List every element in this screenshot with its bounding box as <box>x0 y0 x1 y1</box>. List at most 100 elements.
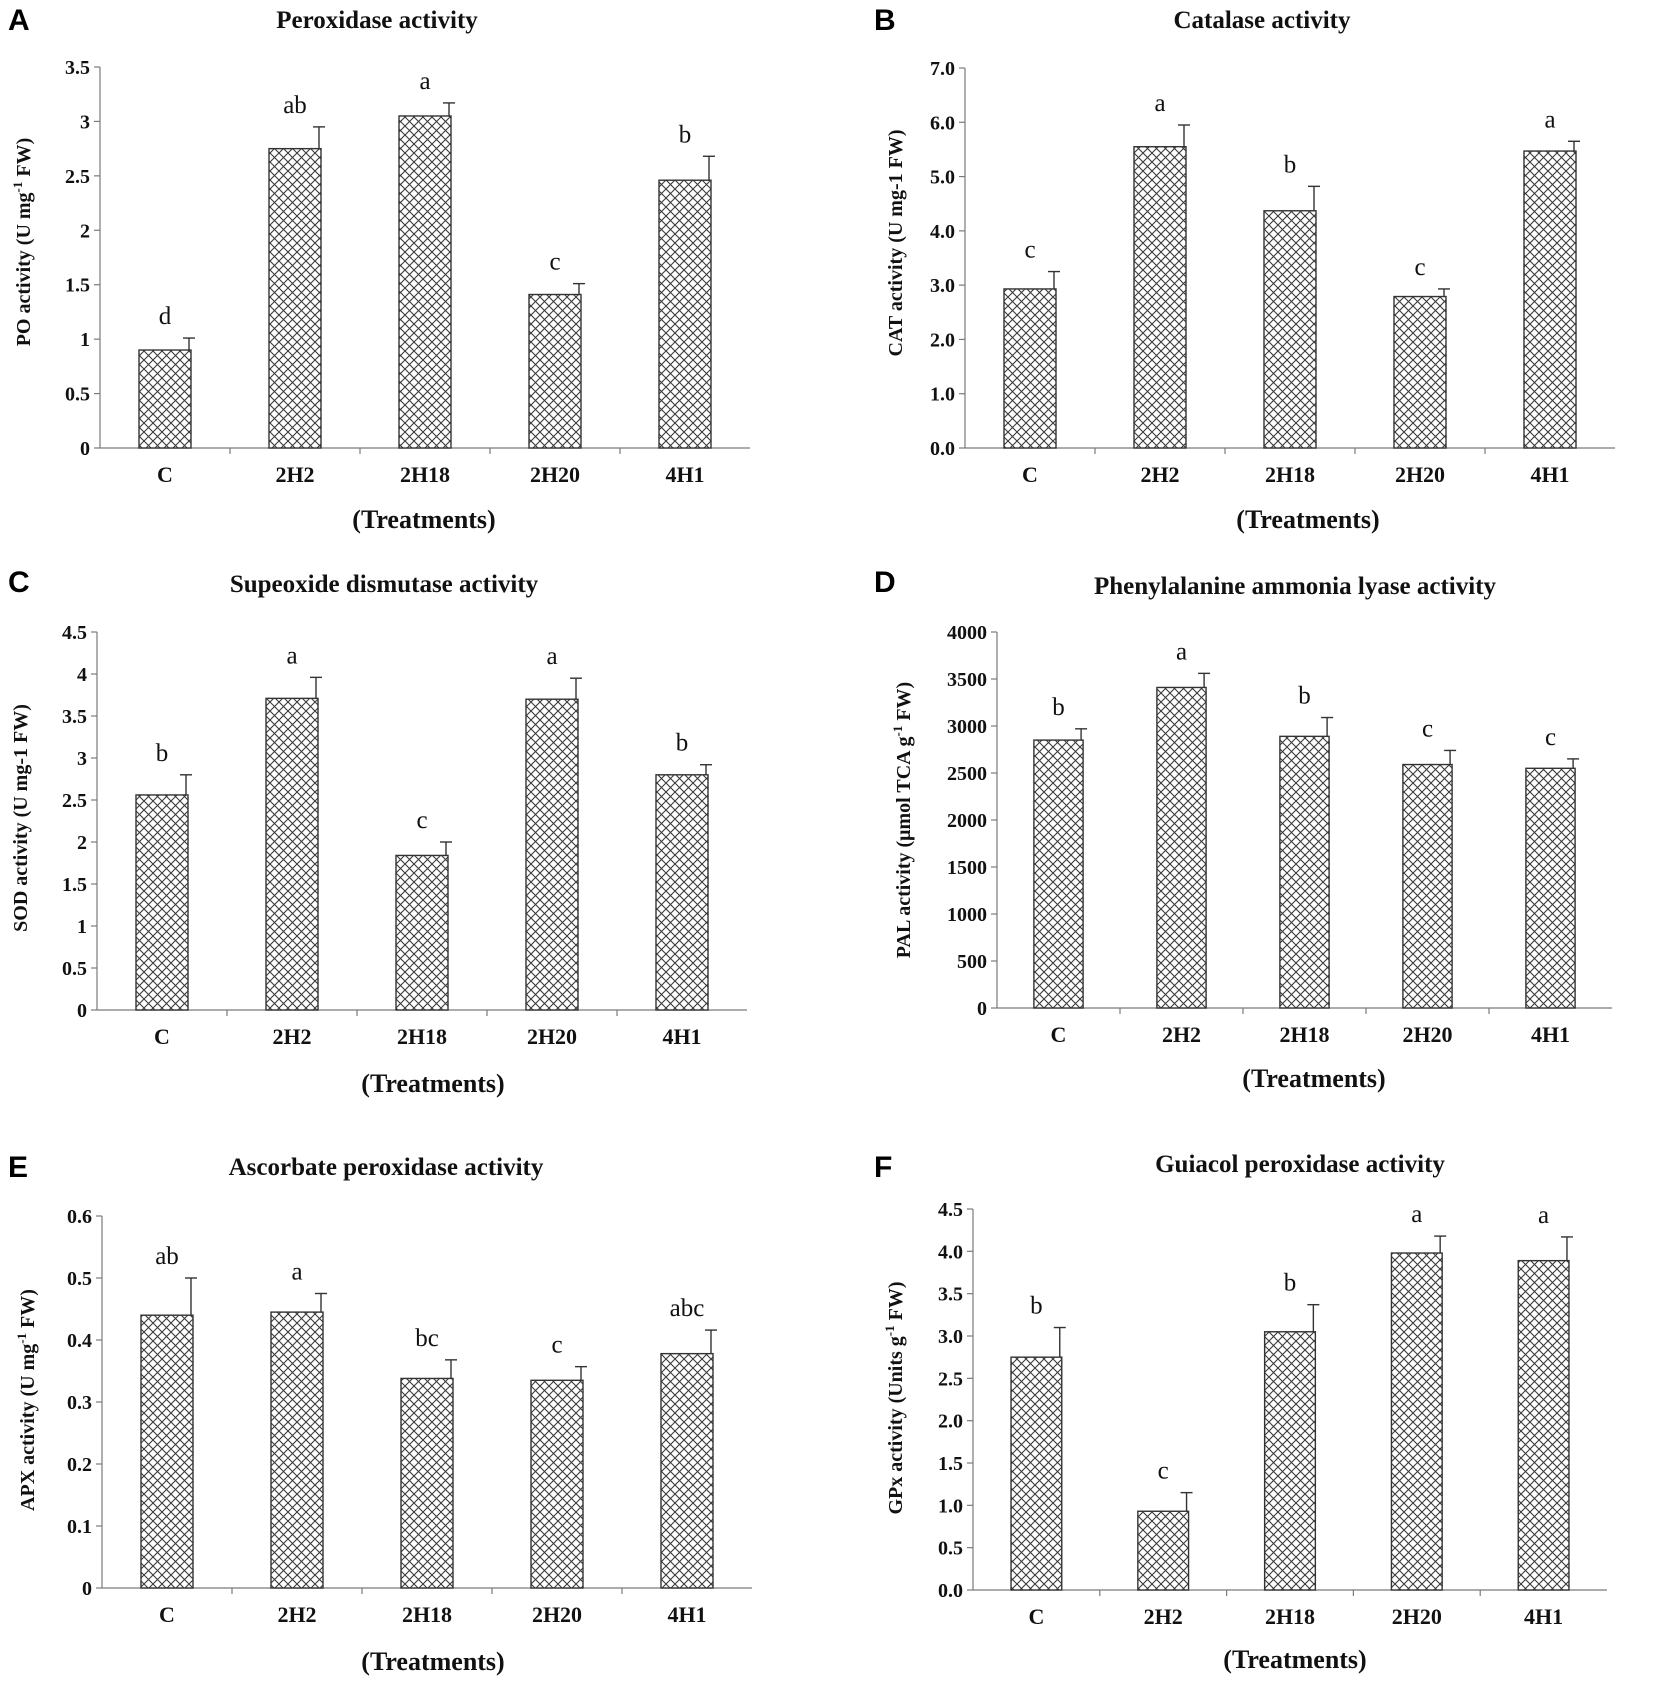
panel-f-x-tick-label: 2H2 <box>1144 1604 1183 1629</box>
panel-e-y-tick-label: 0.1 <box>67 1516 92 1538</box>
panel-a-y-tick-label: 3 <box>80 111 90 133</box>
panel-b-x-tick-label: 2H20 <box>1395 462 1445 487</box>
panel-b-bar-2h18 <box>1263 210 1317 449</box>
panel-e-y-tick-label: 0.5 <box>67 1268 92 1290</box>
panel-f-y-tick-label: 1.5 <box>938 1453 963 1475</box>
panel-c-x-tick-label: C <box>154 1024 170 1049</box>
panel-b-x-tick-label: C <box>1022 462 1038 487</box>
panel-e-significance-letter: a <box>291 1259 302 1286</box>
panel-c-y-tick-label: 3.5 <box>62 706 87 728</box>
panel-e-letter: E <box>8 1151 28 1184</box>
panel-d-y-tick-label: 2500 <box>947 763 987 785</box>
panel-f-bar-c <box>1010 1356 1063 1591</box>
panel-e-title: Ascorbate peroxidase activity <box>229 1154 544 1181</box>
panel-e-x-tick-label: 4H1 <box>667 1602 706 1627</box>
panel-f-y-tick-label: 4.0 <box>938 1241 963 1263</box>
panel-a-y-axis-title: PO activity (U mg-1 FW) <box>10 138 35 347</box>
panel-c-bar-2h2 <box>265 697 319 1011</box>
panel-a-x-axis-title: (Treatments) <box>352 505 495 534</box>
panel-e-x-tick-label: 2H2 <box>277 1602 316 1627</box>
panel-f-ylabel-prefix: GPx activity (Units g <box>885 1336 907 1514</box>
panel-e-x-tick-label: 2H18 <box>402 1602 452 1627</box>
panel-b-y-tick-label: 3.0 <box>930 275 955 297</box>
panel-d-ylabel-suffix: FW) <box>893 682 915 726</box>
panel-b-ylabel-prefix: CAT activity (U mg-1 FW) <box>885 130 907 357</box>
panel-d-plot: 0 500 1000 1500 2000 2500 3000 3500 4000 b Ca 2H2 b 2… <box>947 622 1612 1047</box>
panel-e-bar-4h1 <box>660 1352 714 1589</box>
panel-b-bar-2h2 <box>1133 146 1187 449</box>
panel-f-x-axis-title: (Treatments) <box>1223 1645 1366 1674</box>
panel-d-x-tick-label: 4H1 <box>1531 1022 1570 1047</box>
panel-e-significance-letter: ab <box>155 1243 179 1270</box>
panel-e-ylabel-suffix: FW) <box>17 1289 39 1333</box>
panel-d: D Phenylalanine ammonia lyase activity P… <box>874 566 1612 1093</box>
panel-f-significance-letter: a <box>1538 1202 1549 1229</box>
panel-a-bar-2h18 <box>398 115 452 449</box>
panel-c-y-axis-title: SOD activity (U mg-1 FW) <box>10 704 32 932</box>
panel-c-significance-letter: b <box>676 730 689 757</box>
panel-a-x-tick-label: 2H2 <box>275 462 314 487</box>
panel-b-y-axis-title: CAT activity (U mg-1 FW) <box>885 130 907 357</box>
panel-a-y-tick-label: 0 <box>80 438 90 460</box>
panel-e-ylabel-prefix: APX activity (U mg <box>17 1344 39 1511</box>
panel-a-plot: 0 0.5 1 1.5 2 2.5 3 3.5 d Cab 2H2 a 2H18 c 2H20 b 4H1 <box>65 57 750 487</box>
panel-a-ylabel-sup: -1 <box>10 182 25 193</box>
panel-c-significance-letter: b <box>156 740 169 767</box>
panel-f-bar-2h18 <box>1263 1331 1317 1591</box>
panel-f-y-tick-label: 2.0 <box>938 1411 963 1433</box>
panel-f-bar-4h1 <box>1517 1259 1570 1591</box>
panel-a-letter: A <box>8 4 30 37</box>
panel-d-x-tick-label: C <box>1051 1022 1067 1047</box>
panel-c-x-tick-label: 2H20 <box>527 1024 577 1049</box>
panel-b-significance-letter: a <box>1544 106 1555 133</box>
panel-d-x-tick-label: 2H2 <box>1162 1022 1201 1047</box>
panel-d-y-tick-label: 2000 <box>947 810 987 832</box>
panel-c-y-tick-label: 0 <box>77 1000 87 1022</box>
panel-f-y-tick-label: 3.5 <box>938 1284 963 1306</box>
panel-f-ylabel-suffix: FW) <box>885 1281 907 1325</box>
panel-e-bar-2h20 <box>530 1379 584 1589</box>
panel-e-y-tick-label: 0.4 <box>67 1330 92 1352</box>
panel-b-bar-4h1 <box>1523 150 1577 449</box>
panel-d-x-tick-label: 2H18 <box>1279 1022 1329 1047</box>
panel-e-bar-2h18 <box>400 1377 454 1589</box>
panel-e: E Ascorbate peroxidase activity APX acti… <box>8 1151 752 1676</box>
panel-f-x-tick-label: C <box>1028 1604 1044 1629</box>
panel-e-plot: 0 0.1 0.2 0.3 0.4 0.5 0.6 ab Ca 2H2 bc 2H18 c 2H20 abc… <box>67 1206 752 1627</box>
panel-b-x-axis-title: (Treatments) <box>1236 505 1379 534</box>
panel-b-y-tick-label: 2.0 <box>930 329 955 351</box>
panel-c: C Supeoxide dismutase activity SOD activ… <box>8 566 747 1098</box>
panel-b-x-tick-label: 4H1 <box>1530 462 1569 487</box>
panel-c-bar-4h1 <box>655 774 709 1011</box>
panel-f-ylabel-sup: -1 <box>882 1325 897 1336</box>
panel-c-title: Supeoxide dismutase activity <box>230 571 539 598</box>
panel-a-significance-letter: c <box>549 249 560 276</box>
panel-a-bar-c <box>138 349 192 449</box>
panel-b-significance-letter: b <box>1284 151 1297 178</box>
panel-d-y-tick-label: 500 <box>957 951 987 973</box>
panel-f-x-tick-label: 2H20 <box>1392 1604 1442 1629</box>
panel-d-significance-letter: c <box>1545 724 1556 751</box>
panel-e-y-tick-label: 0.2 <box>67 1454 92 1476</box>
panel-d-x-axis-title: (Treatments) <box>1242 1064 1385 1093</box>
panel-a-x-tick-label: 2H18 <box>400 462 450 487</box>
panel-d-y-tick-label: 3000 <box>947 716 987 738</box>
panel-b-y-tick-label: 6.0 <box>930 112 955 134</box>
panel-b-significance-letter: c <box>1024 237 1035 264</box>
panel-d-ylabel-prefix: PAL activity (μmol TCA g <box>893 737 915 959</box>
panel-c-significance-letter: a <box>286 642 297 669</box>
panel-d-bar-2h18 <box>1279 735 1330 1009</box>
panel-b: B Catalase activity CAT activity (U mg-1… <box>874 4 1615 534</box>
panel-f-plot: 0.0 0.5 1.0 1.5 2.0 2.5 3.0 3.5 4.0 4.5 b Cc 2H2 b 2H1… <box>938 1199 1607 1629</box>
panel-a-significance-letter: b <box>679 121 692 148</box>
panel-f-significance-letter: c <box>1158 1458 1169 1485</box>
panel-d-bar-2h20 <box>1402 763 1453 1009</box>
panel-a-significance-letter: d <box>159 303 172 330</box>
panel-c-plot: 0 0.5 1 1.5 2 2.5 3 3.5 4 4.5 b Ca 2H2 c 2H18 a 2H20 b 4H1 <box>62 622 747 1049</box>
panel-a-significance-letter: a <box>419 68 430 95</box>
panel-e-y-tick-label: 0.3 <box>67 1392 92 1414</box>
panel-a-title: Peroxidase activity <box>276 7 478 34</box>
panel-b-title: Catalase activity <box>1173 7 1351 34</box>
panel-c-y-tick-label: 4.5 <box>62 622 87 644</box>
